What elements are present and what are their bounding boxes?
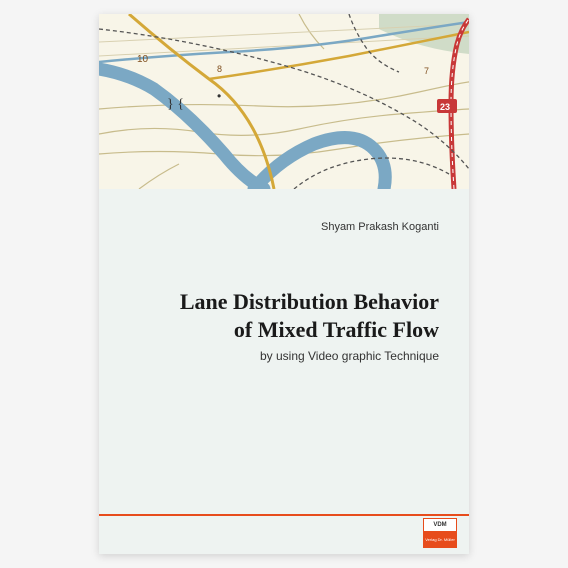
title-line-1: Lane Distribution Behavior [180, 289, 439, 314]
book-cover: 10 8 7 23 } { • Shyam Prakash Koganti La… [99, 14, 469, 554]
book-subtitle: by using Video graphic Technique [129, 349, 439, 363]
map-svg: 10 8 7 23 } { • [99, 14, 469, 189]
map-dot: • [217, 89, 221, 103]
author-name: Shyam Prakash Koganti [129, 221, 439, 233]
cover-content: Shyam Prakash Koganti Lane Distribution … [99, 189, 469, 554]
publisher-tagline: Verlag Dr. Müller [423, 532, 457, 548]
publisher-abbr: VDM [423, 518, 457, 532]
title-line-2: of Mixed Traffic Flow [234, 317, 439, 342]
map-label-7: 7 [424, 66, 429, 76]
footer-bar: VDM Verlag Dr. Müller [99, 514, 469, 554]
publisher-logo: VDM Verlag Dr. Müller [423, 518, 457, 548]
map-label-23: 23 [440, 102, 450, 112]
map-brace-symbol: } { [167, 97, 184, 112]
book-title: Lane Distribution Behavior of Mixed Traf… [129, 288, 439, 343]
map-label-8: 8 [217, 64, 222, 74]
map-label-10: 10 [137, 54, 149, 65]
map-illustration: 10 8 7 23 } { • [99, 14, 469, 189]
